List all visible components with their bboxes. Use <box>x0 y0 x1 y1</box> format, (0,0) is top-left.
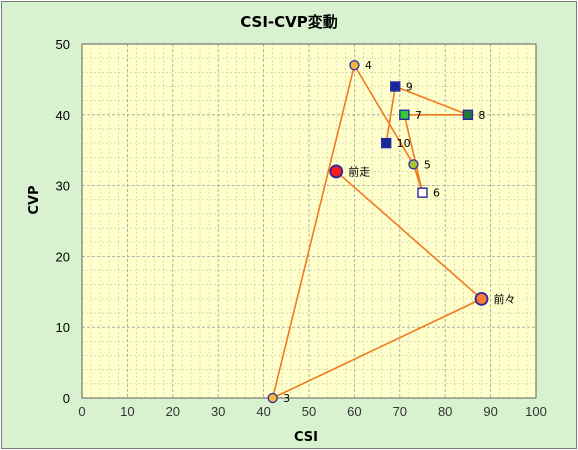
chart-title: CSI-CVP変動 <box>240 13 338 31</box>
y-tick-label: 40 <box>56 108 70 123</box>
series-line <box>271 63 483 400</box>
x-tick-label: 40 <box>256 404 270 419</box>
x-tick-label: 70 <box>393 404 407 419</box>
data-point-label: 7 <box>415 109 422 122</box>
data-point-marker <box>399 109 410 121</box>
data-point-label: 4 <box>365 59 372 72</box>
data-point-label: 前々 <box>494 292 516 306</box>
data-point-label: 10 <box>397 137 411 150</box>
data-point-marker <box>417 187 428 198</box>
x-tick-label: 80 <box>438 404 452 419</box>
plot-border <box>81 43 537 399</box>
data-point-marker <box>462 109 474 121</box>
data-point-marker <box>349 60 360 71</box>
y-tick-label: 10 <box>56 320 70 335</box>
data-point-label: 9 <box>406 80 413 93</box>
y-tick-label: 30 <box>56 179 70 194</box>
data-point-marker <box>267 392 278 404</box>
data-point-label: 6 <box>433 187 440 200</box>
data-point-label: 5 <box>424 158 431 171</box>
x-tick-label: 30 <box>211 404 225 419</box>
x-tick-label: 20 <box>166 404 180 419</box>
data-point-marker <box>474 291 489 306</box>
y-axis-label: CVP <box>27 185 42 214</box>
y-tick-label: 0 <box>63 391 70 406</box>
x-tick-label: 60 <box>347 404 361 419</box>
x-tick-label: 90 <box>483 404 497 419</box>
data-point-label: 前走 <box>348 164 370 178</box>
x-tick-label: 0 <box>78 404 85 419</box>
y-tick-label: 50 <box>56 37 70 52</box>
data-point-marker <box>390 81 401 92</box>
x-tick-label: 100 <box>525 404 547 419</box>
data-point-label: 8 <box>478 109 485 122</box>
x-tick-label: 50 <box>302 404 316 419</box>
data-point-label: 3 <box>283 392 290 405</box>
data-point-marker <box>408 159 419 170</box>
x-tick-label: 10 <box>120 404 134 419</box>
y-tick-label: 20 <box>56 249 70 264</box>
x-axis-label: CSI <box>294 430 318 445</box>
data-point-marker <box>380 137 392 149</box>
data-point-marker <box>329 164 344 179</box>
